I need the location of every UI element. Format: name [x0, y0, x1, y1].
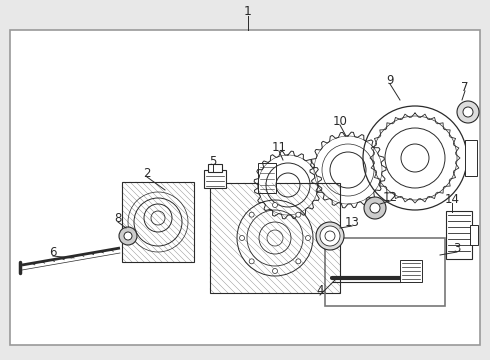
- Bar: [10, 30, 480, 345]
- Circle shape: [249, 259, 254, 264]
- Text: 8: 8: [114, 212, 122, 225]
- Text: 12: 12: [383, 190, 397, 203]
- Bar: [470, 225, 478, 245]
- Text: 13: 13: [344, 216, 360, 229]
- Circle shape: [316, 222, 344, 250]
- Text: 5: 5: [209, 154, 217, 167]
- Text: 3: 3: [453, 242, 461, 255]
- Text: 14: 14: [444, 193, 460, 206]
- Bar: [446, 211, 472, 259]
- Circle shape: [249, 212, 254, 217]
- Text: 9: 9: [386, 73, 394, 86]
- Text: 1: 1: [244, 5, 252, 18]
- Text: 6: 6: [49, 246, 57, 258]
- Circle shape: [463, 107, 473, 117]
- Text: 11: 11: [271, 140, 287, 153]
- Circle shape: [272, 269, 277, 274]
- Bar: [208, 164, 222, 172]
- Text: 7: 7: [461, 81, 469, 94]
- Circle shape: [119, 227, 137, 245]
- Circle shape: [320, 226, 340, 246]
- Bar: [210, 183, 340, 293]
- Circle shape: [272, 202, 277, 207]
- Text: 2: 2: [143, 166, 151, 180]
- Circle shape: [370, 203, 380, 213]
- Bar: [204, 170, 226, 188]
- Bar: [465, 140, 477, 176]
- Text: 4: 4: [316, 284, 324, 297]
- Bar: [258, 163, 276, 193]
- Circle shape: [296, 212, 301, 217]
- Text: 10: 10: [333, 114, 347, 127]
- Circle shape: [363, 106, 467, 210]
- Circle shape: [296, 259, 301, 264]
- Bar: [400, 260, 422, 282]
- Bar: [122, 182, 194, 262]
- Circle shape: [364, 197, 386, 219]
- Circle shape: [457, 101, 479, 123]
- Circle shape: [240, 235, 245, 240]
- Bar: [325, 238, 445, 306]
- Circle shape: [305, 235, 311, 240]
- Circle shape: [124, 232, 132, 240]
